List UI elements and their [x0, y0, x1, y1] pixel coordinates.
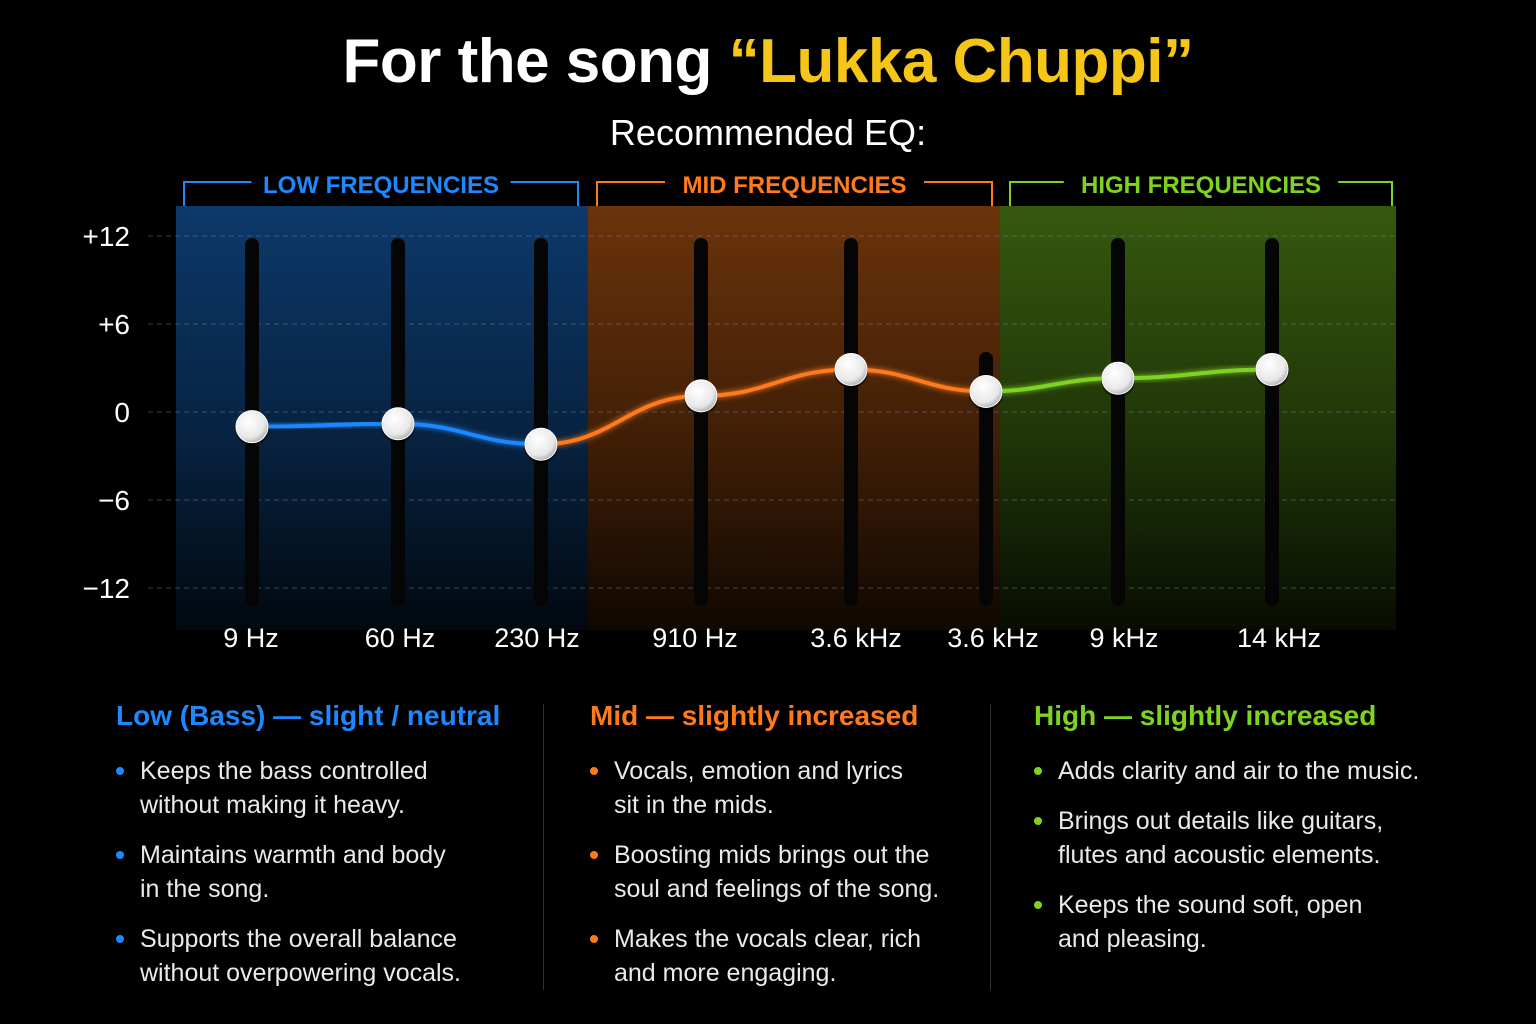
section-mid: Mid — slightly increased Vocals, emotion …: [590, 700, 980, 990]
bullet-item: Supports the overall balance without over…: [116, 922, 536, 990]
xtick-label-1: 60 Hz: [365, 623, 436, 653]
eq-knob-5: [969, 374, 1003, 408]
band-bg-1: [588, 206, 1000, 630]
xtick-label-2: 230 Hz: [494, 623, 580, 653]
eq-curve-segment-6: [1116, 367, 1274, 381]
eq-chart: LOW FREQUENCIES MID FREQUENCIES HIGH FREQU…: [83, 172, 1396, 653]
eq-knob-4: [834, 352, 868, 386]
slider-track-3: [694, 238, 708, 606]
eq-curve-segment-5: [984, 376, 1120, 394]
bullet-dot-icon: [116, 851, 124, 859]
divider-2: [990, 704, 991, 990]
xtick-label-0: 9 Hz: [223, 623, 279, 653]
bullet-list: Keeps the bass controlled without making …: [116, 754, 536, 990]
xtick-label-6: 9 kHz: [1089, 623, 1158, 653]
title-prefix: For the song: [342, 27, 729, 96]
xtick-label-7: 14 kHz: [1237, 623, 1321, 653]
section-heading: High — slightly increased: [1034, 700, 1377, 731]
band-bracket-right-1: [924, 181, 993, 206]
eq-curve-segment-3: [699, 367, 853, 398]
band-bg-0: [176, 206, 588, 630]
band-bracket-left-2: [1009, 181, 1064, 206]
bullet-item: Maintains warmth and body in the song.: [116, 838, 536, 906]
bullet-item: Keeps the bass controlled without making …: [116, 754, 536, 822]
band-label-0: LOW FREQUENCIES: [263, 172, 499, 199]
ytick-label-4: −12: [83, 573, 131, 604]
song-title: “Lukka Chuppi”: [728, 27, 1194, 96]
xtick-label-3: 910 Hz: [652, 623, 738, 653]
section-low: Low (Bass) — slight / neutral Keeps the b…: [116, 700, 536, 990]
xtick-label-4: 3.6 kHz: [810, 623, 902, 653]
bullet-item: Vocals, emotion and lyrics sit in the mid…: [590, 754, 980, 822]
section-heading: Low (Bass) — slight / neutral: [116, 700, 501, 731]
bullet-dot-icon: [590, 767, 598, 775]
eq-knob-1: [381, 407, 415, 441]
eq-curve-segment-0: [250, 421, 400, 429]
bullet-list: Adds clarity and air to the music. Brings…: [1034, 754, 1474, 956]
slider-track-7: [1265, 238, 1279, 606]
divider-1: [543, 704, 544, 990]
eq-knob-7: [1255, 352, 1289, 386]
band-bracket-left-1: [596, 181, 665, 206]
chart-subtitle: Recommended EQ:: [609, 112, 927, 153]
eq-knob-0: [235, 410, 269, 444]
eq-knob-2: [524, 427, 558, 461]
bullet-dot-icon: [116, 767, 124, 775]
slider-track-2: [534, 238, 548, 606]
eq-curve-segment-2: [539, 393, 703, 447]
section-high: High — slightly increased Adds clarity an…: [1034, 700, 1474, 990]
eq-curve-segment-1: [396, 421, 543, 447]
bullet-item: Boosting mids brings out the soul and fee…: [590, 838, 980, 906]
slider-track-5: [979, 352, 993, 606]
bullet-dot-icon: [1034, 901, 1042, 909]
band-label-2: HIGH FREQUENCIES: [1081, 172, 1321, 199]
eq-knob-6: [1101, 361, 1135, 395]
bullet-item: Brings out details like guitars, flutes a…: [1034, 804, 1474, 872]
page-title: For the song “Lukka Chuppi”: [0, 26, 1536, 97]
eq-curve-segment-4: [849, 367, 988, 394]
xtick-label-5: 3.6 kHz: [947, 623, 1039, 653]
ytick-label-3: −6: [98, 485, 130, 516]
bullet-dot-icon: [590, 851, 598, 859]
eq-knob-3: [684, 379, 718, 413]
band-bg-2: [1000, 206, 1396, 630]
band-label-1: MID FREQUENCIES: [682, 172, 906, 199]
bullet-item: Keeps the sound soft, open and pleasing.: [1034, 888, 1474, 956]
band-bracket-right-0: [510, 181, 579, 206]
slider-track-6: [1111, 238, 1125, 606]
ytick-label-2: 0: [114, 397, 130, 428]
bullet-dot-icon: [1034, 817, 1042, 825]
slider-track-4: [844, 238, 858, 606]
bullet-dot-icon: [590, 935, 598, 943]
ytick-label-1: +6: [98, 309, 130, 340]
band-bracket-right-2: [1338, 181, 1393, 206]
bullet-item: Adds clarity and air to the music.: [1034, 754, 1474, 788]
band-bracket-left-0: [183, 181, 252, 206]
bullet-dot-icon: [116, 935, 124, 943]
section-heading: Mid — slightly increased: [590, 700, 919, 731]
bullet-dot-icon: [1034, 767, 1042, 775]
bullet-item: Makes the vocals clear, rich and more eng…: [590, 922, 980, 990]
ytick-label-0: +12: [83, 221, 131, 252]
bullet-list: Vocals, emotion and lyrics sit in the mid…: [590, 754, 980, 990]
